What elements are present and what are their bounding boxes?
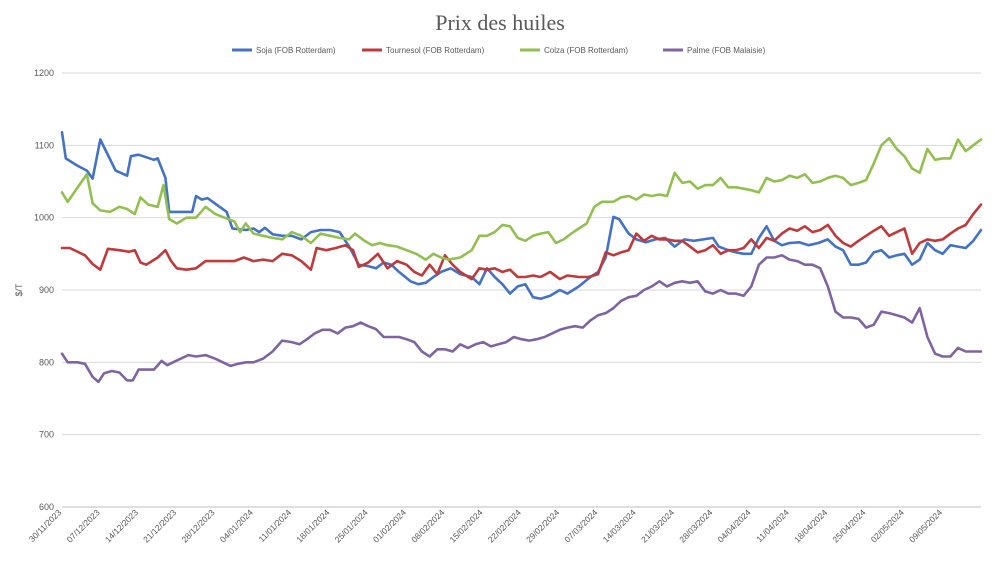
y-tick-label: 700 bbox=[39, 430, 54, 440]
y-axis-label: $/T bbox=[14, 283, 24, 297]
series-line-3 bbox=[60, 136, 983, 261]
y-tick-label: 800 bbox=[39, 357, 54, 367]
y-tick-label: 1000 bbox=[34, 213, 54, 223]
chart-title: Prix des huiles bbox=[435, 10, 565, 35]
series-line-4 bbox=[60, 254, 983, 384]
series-lines bbox=[60, 131, 983, 384]
y-tick-label: 600 bbox=[39, 502, 54, 512]
series-line-1 bbox=[60, 131, 983, 301]
legend-label: Colza (FOB Rotterdam) bbox=[544, 46, 628, 55]
y-tick-label: 1200 bbox=[34, 68, 54, 78]
y-axis: 600 700 800 900 1000 1100 1200 bbox=[34, 68, 54, 512]
legend: Soja (FOB Rotterdam) Tournesol (FOB Rotte… bbox=[232, 46, 766, 55]
series-line-2 bbox=[60, 203, 983, 281]
legend-label: Tournesol (FOB Rotterdam) bbox=[386, 46, 485, 55]
legend-label: Palme (FOB Malaisie) bbox=[687, 46, 766, 55]
y-tick-label: 900 bbox=[39, 285, 54, 295]
legend-label: Soja (FOB Rotterdam) bbox=[256, 46, 336, 55]
gridlines bbox=[62, 72, 981, 508]
y-tick-label: 1100 bbox=[35, 140, 54, 150]
